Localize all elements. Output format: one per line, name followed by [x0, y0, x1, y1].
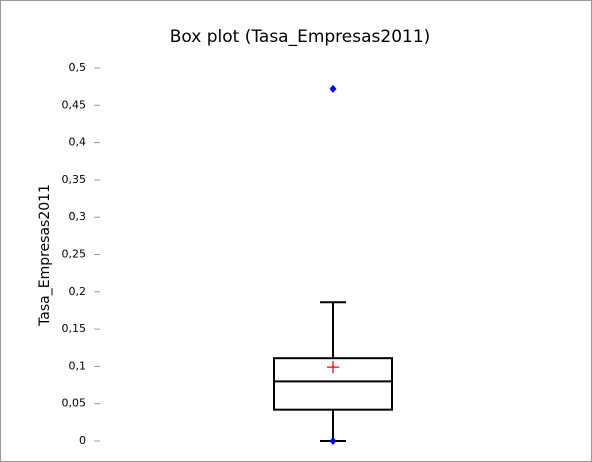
y-tick-label: 0,15	[62, 322, 87, 335]
y-tick-label: 0,25	[62, 248, 87, 261]
y-tick-label: 0,2	[69, 285, 87, 298]
y-tick-label: 0,05	[62, 397, 87, 410]
y-tick-label: 0,1	[69, 359, 87, 372]
max-point	[329, 84, 337, 93]
y-tick-label: 0	[79, 434, 86, 447]
y-axis-label: Tasa_Empresas2011	[37, 184, 53, 327]
chart-title: Box plot (Tasa_Empresas2011)	[170, 27, 431, 47]
y-tick-label: 0,45	[62, 98, 87, 111]
min-point	[329, 437, 337, 445]
y-tick-label: 0,3	[69, 210, 87, 223]
mean-marker	[327, 361, 339, 374]
y-tick-label: 0,5	[69, 61, 87, 74]
y-tick-label: 0,35	[62, 173, 87, 186]
y-tick-label: 0,4	[69, 136, 87, 149]
box	[273, 357, 393, 411]
